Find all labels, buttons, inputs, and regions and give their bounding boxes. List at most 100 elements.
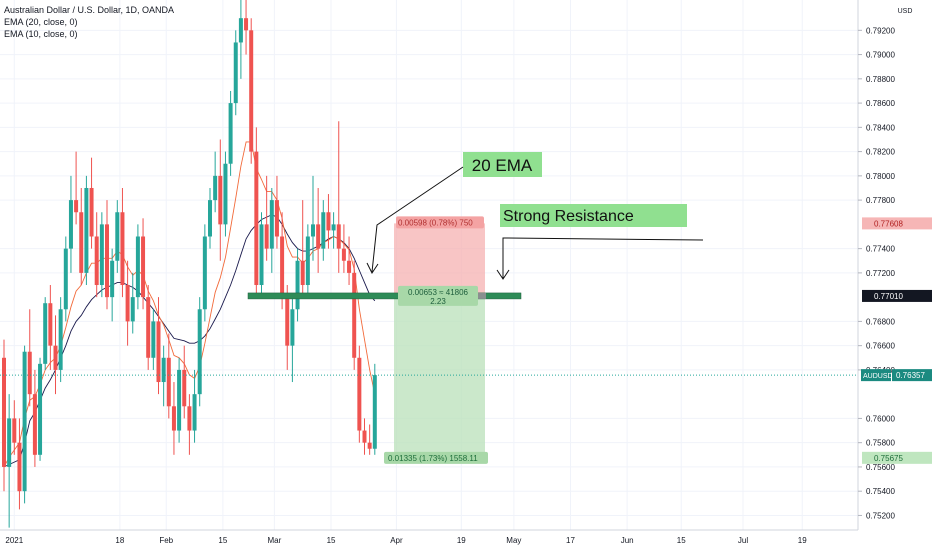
candle-body — [274, 200, 279, 237]
candle-body — [135, 236, 140, 298]
candle-body — [192, 394, 197, 431]
currency-label: USD — [898, 8, 913, 15]
resistance-note-text: Strong Resistance — [503, 208, 634, 225]
price-tick-label: 0.77800 — [866, 196, 895, 205]
candle-body — [58, 309, 63, 370]
price-tick-label: 0.75400 — [866, 487, 895, 496]
symbol-title[interactable]: Australian Dollar / U.S. Dollar, 1D, OAN… — [4, 5, 175, 15]
candle-body — [125, 285, 130, 322]
candle-body — [110, 260, 115, 298]
candle-body — [269, 200, 274, 249]
time-label: 19 — [457, 536, 466, 545]
candle-body — [166, 357, 171, 407]
candle-body — [238, 18, 243, 43]
legend: Australian Dollar / U.S. Dollar, 1D, OAN… — [4, 4, 174, 40]
candle-body — [311, 224, 315, 237]
candle-body — [321, 212, 326, 249]
candle-body — [357, 357, 362, 431]
price-badge: 0.77010 — [874, 292, 903, 301]
time-label: Feb — [159, 536, 173, 545]
price-tick-label: 0.76800 — [866, 317, 895, 326]
ema-note-pointer — [371, 166, 464, 273]
price-badge-bg — [862, 451, 932, 464]
candle-body — [290, 309, 295, 346]
candle-body — [22, 351, 27, 492]
candle-body — [285, 297, 290, 346]
time-label: 15 — [218, 536, 227, 545]
candle-body — [38, 363, 43, 455]
resistance-note-arrowhead — [496, 269, 510, 280]
take-profit-zone — [394, 295, 485, 458]
price-axis[interactable]: USD 0.79200 0.79000 0.78800 0.78600 0.78400 0.… — [857, 0, 932, 550]
candle-body — [300, 260, 305, 286]
candle-body — [115, 212, 120, 261]
price-tick-label: 0.76000 — [866, 414, 895, 423]
entry-label-line2: 2.23 — [430, 297, 446, 306]
candle-body — [316, 224, 321, 249]
candle-body — [347, 260, 352, 273]
candle-body — [151, 321, 156, 358]
candle-body — [372, 375, 377, 449]
price-tick-label: 0.77200 — [866, 269, 895, 278]
ema-note-text: 20 EMA — [472, 156, 533, 175]
ema10-legend[interactable]: EMA (10, close, 0) — [4, 29, 78, 39]
price-badge-bg — [892, 369, 932, 382]
price-tick-label: 0.78600 — [866, 99, 895, 108]
ema-note-bg — [463, 152, 542, 177]
candle-body — [130, 297, 135, 322]
candle-body — [331, 224, 336, 231]
candle-body — [17, 442, 22, 492]
price-badge: 0.77608 — [874, 219, 903, 228]
candle-body — [362, 430, 367, 443]
time-label: 19 — [798, 536, 807, 545]
candle-body — [264, 224, 269, 249]
candle-body — [244, 18, 249, 31]
time-label: Mar — [267, 536, 281, 545]
candle-body — [43, 303, 48, 364]
candle-body — [218, 175, 223, 225]
candle-body — [213, 175, 218, 201]
candle-body — [79, 212, 84, 273]
candle-body — [280, 236, 285, 298]
entry-label-line1: 0.00653 ≈ 41806 — [408, 288, 469, 297]
candle-body — [326, 212, 331, 231]
candle-body — [48, 303, 53, 346]
price-tick-label: 0.78400 — [866, 123, 895, 132]
candle-body — [295, 260, 300, 310]
candle-body — [352, 272, 357, 358]
candle-body — [146, 297, 151, 358]
candle-body — [177, 369, 182, 431]
time-label: Jul — [738, 536, 748, 545]
stop-loss-zone — [394, 223, 485, 296]
price-badge-bg — [862, 217, 932, 230]
stop-label: 0.00598 (0.78%) 750 — [398, 218, 473, 227]
candle-body — [249, 30, 254, 152]
candle-body — [259, 224, 264, 286]
target-label-bg — [384, 451, 488, 464]
candle-body — [7, 418, 12, 467]
price-badge: 0.76357 — [896, 371, 925, 380]
time-axis[interactable]: 2021 18 Feb 15 Mar 15 Apr 19 May 17 Jun 15 Jul 19 — [0, 529, 858, 545]
candle-body — [141, 236, 146, 298]
candle-body — [94, 236, 99, 286]
time-label: 15 — [327, 536, 336, 545]
price-tick-label: 0.79000 — [866, 51, 895, 60]
candle-body — [182, 369, 187, 407]
candle-body — [156, 321, 161, 383]
candle-body — [68, 200, 73, 249]
candle-body — [89, 187, 94, 237]
ema20-legend[interactable]: EMA (20, close, 0) — [4, 17, 78, 27]
price-tick-label: 0.75600 — [866, 463, 895, 472]
candle-body — [27, 351, 32, 395]
candle-body — [74, 200, 79, 213]
candle-body — [187, 406, 192, 431]
time-label: 2021 — [5, 536, 23, 545]
candle-body — [305, 236, 310, 286]
candle-body — [202, 236, 207, 310]
candle-body — [53, 345, 58, 370]
candle-body — [341, 248, 346, 261]
candle-body — [171, 406, 176, 431]
